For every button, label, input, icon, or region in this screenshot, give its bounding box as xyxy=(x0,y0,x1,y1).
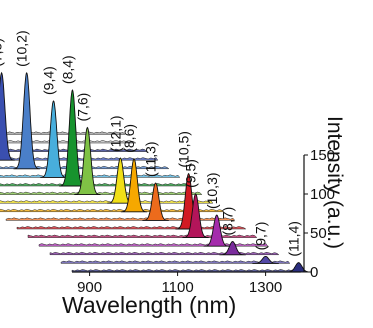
baseline-noise xyxy=(0,131,126,135)
series-97 xyxy=(60,255,291,264)
baseline-noise xyxy=(49,251,280,256)
x-axis-label: Wavelength (nm) xyxy=(62,292,237,318)
peak xyxy=(40,100,67,178)
series-label: (8,6) xyxy=(121,124,137,153)
baseline-noise xyxy=(60,260,291,264)
series-label: (12,1) xyxy=(107,115,123,152)
peak xyxy=(120,158,148,213)
series-label: (10,5) xyxy=(176,131,192,168)
peak xyxy=(203,214,230,247)
y-tick-label: 0 xyxy=(310,264,318,281)
y-tick-label: 100 xyxy=(310,186,335,203)
series-label: (10,3) xyxy=(204,172,220,209)
x-tick-label: 900 xyxy=(77,279,102,296)
series-label: (8,4) xyxy=(59,55,75,84)
peak xyxy=(142,182,169,221)
x-tick-label: 1300 xyxy=(249,279,282,296)
series-label: (11,3) xyxy=(143,141,159,177)
series-label: (9,4) xyxy=(40,66,56,95)
series-label: (10,2) xyxy=(14,30,30,67)
series-87 xyxy=(49,240,280,256)
series-label: (9,5) xyxy=(183,159,199,188)
series-label: (11,4) xyxy=(286,221,302,257)
peak xyxy=(252,255,279,264)
baseline-noise xyxy=(71,269,302,273)
y-axis-label-wrap: Intensity (a.u.) xyxy=(320,116,346,266)
series-label: (7,5) xyxy=(0,38,5,67)
peak xyxy=(0,71,15,161)
series-label: (9,7) xyxy=(253,222,269,251)
series-86 xyxy=(0,158,225,213)
series-76 xyxy=(0,126,203,196)
peak xyxy=(219,240,246,256)
series-95 xyxy=(27,193,258,239)
y-axis-label: Intensity (a.u.) xyxy=(323,116,346,250)
baseline-noise xyxy=(16,226,247,230)
baseline-noise xyxy=(0,157,159,161)
series-91 xyxy=(0,131,126,135)
series-75 xyxy=(0,71,159,161)
series-label: (7,6) xyxy=(74,93,90,122)
series-label: (8,7) xyxy=(220,207,236,236)
peak xyxy=(182,193,209,239)
baseline-noise xyxy=(0,200,214,204)
x-tick-label: 1100 xyxy=(161,279,193,296)
baseline-noise xyxy=(0,191,203,195)
y-tick-label: 50 xyxy=(310,225,327,242)
y-tick-label: 150 xyxy=(310,147,335,164)
series-114 xyxy=(71,262,312,273)
baseline-noise xyxy=(0,183,192,187)
peak xyxy=(13,71,40,170)
peak xyxy=(74,126,101,196)
